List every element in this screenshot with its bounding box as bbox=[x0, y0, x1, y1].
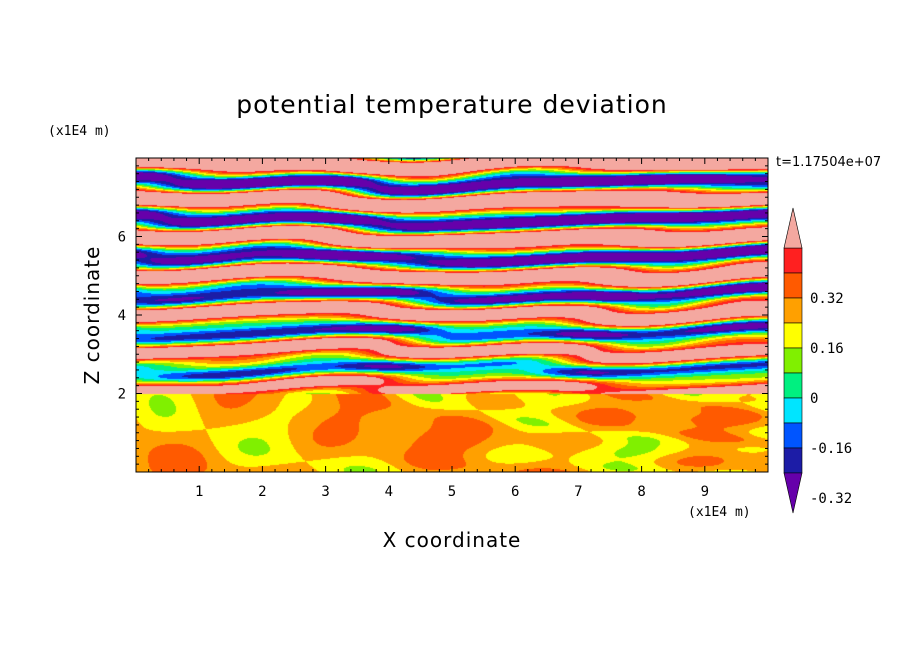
y-tick-label: 6 bbox=[118, 230, 126, 246]
colorbar-band bbox=[783, 247, 803, 274]
colorbar-band bbox=[783, 372, 803, 399]
colorbar-label: 0.32 bbox=[810, 291, 844, 307]
colorbar-band bbox=[783, 347, 803, 374]
x-tick-label: 9 bbox=[701, 484, 709, 500]
y-axis-unit: (x1E4 m) bbox=[48, 124, 111, 139]
colorbar-band bbox=[783, 322, 803, 349]
colorbar-label: -0.32 bbox=[810, 491, 852, 507]
x-axis-unit: (x1E4 m) bbox=[688, 505, 751, 520]
y-tick-label: 4 bbox=[118, 308, 126, 324]
x-tick-label: 6 bbox=[511, 484, 519, 500]
x-tick-label: 2 bbox=[258, 484, 266, 500]
chart-title: potential temperature deviation bbox=[236, 90, 667, 119]
x-axis-title: X coordinate bbox=[383, 528, 522, 552]
x-tick-label: 3 bbox=[321, 484, 329, 500]
plot-area bbox=[136, 158, 768, 472]
colorbar-band bbox=[783, 272, 803, 299]
colorbar-band bbox=[783, 447, 803, 474]
y-tick-label: 2 bbox=[118, 387, 126, 403]
x-tick-label: 7 bbox=[574, 484, 582, 500]
colorbar: 0.32 0.16 0 -0.16 -0.32 bbox=[783, 207, 852, 514]
x-axis: 1 2 3 4 5 6 7 8 9 bbox=[148, 158, 756, 500]
contour-field bbox=[136, 158, 768, 472]
y-axis-title: Z coordinate bbox=[80, 246, 104, 385]
y-axis: 2 4 6 bbox=[118, 165, 768, 465]
colorbar-max-arrow bbox=[783, 207, 803, 249]
colorbar-band bbox=[783, 297, 803, 324]
colorbar-label: 0.16 bbox=[810, 341, 844, 357]
colorbar-label: -0.16 bbox=[810, 441, 852, 457]
colorbar-min-arrow bbox=[783, 472, 803, 514]
colorbar-band bbox=[783, 422, 803, 449]
colorbar-band bbox=[783, 397, 803, 424]
colorbar-label: 0 bbox=[810, 391, 818, 407]
x-tick-label: 8 bbox=[637, 484, 645, 500]
x-tick-label: 1 bbox=[195, 484, 203, 500]
x-tick-label: 4 bbox=[385, 484, 393, 500]
time-label: t=1.17504e+07 bbox=[776, 155, 881, 170]
x-tick-label: 5 bbox=[448, 484, 456, 500]
